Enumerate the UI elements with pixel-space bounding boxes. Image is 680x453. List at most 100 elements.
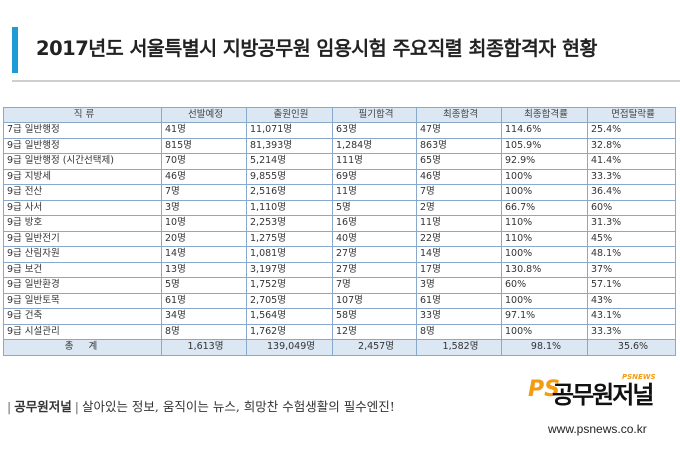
table-cell: 111명 <box>332 153 417 170</box>
table-total-row: 총 계 1,613명 139,049명 2,457명 1,582명 98.1% … <box>3 339 676 356</box>
total-cell: 98.1% <box>501 339 588 356</box>
table-cell: 1,762명 <box>246 323 333 340</box>
table-row: 9급 보건 13명 3,197명 27명 17명 130.8% 37% <box>3 261 676 278</box>
table-cell: 3명 <box>416 277 502 294</box>
table-cell: 3,197명 <box>246 261 333 278</box>
table-cell: 66.7% <box>501 199 588 216</box>
table-cell: 11명 <box>416 215 502 232</box>
logo-ps-mark: PS <box>528 377 560 402</box>
table-row: 9급 시설관리 8명 1,762명 12명 8명 100% 33.3% <box>3 323 676 340</box>
table-cell: 9,855명 <box>246 168 333 185</box>
column-header: 최종합격률 <box>501 107 588 123</box>
header: 2017년도 서울특별시 지방공무원 임용시험 주요직렬 최종합격자 현황 <box>0 0 680 82</box>
table-cell: 48.1% <box>587 246 676 263</box>
table-cell: 100% <box>501 323 588 340</box>
table-cell: 14명 <box>161 246 247 263</box>
table-cell: 34명 <box>161 308 247 325</box>
table-cell: 33.3% <box>587 168 676 185</box>
total-cell: 139,049명 <box>246 339 333 356</box>
row-label-cell: 9급 일반행정 <box>3 137 162 154</box>
table-cell: 2,516명 <box>246 184 333 201</box>
table-row: 9급 일반전기 20명 1,275명 40명 22명 110% 45% <box>3 230 676 247</box>
row-label-cell: 9급 지방세 <box>3 168 162 185</box>
slogan-divider: | <box>7 399 12 414</box>
table-cell: 7명 <box>161 184 247 201</box>
row-label-cell: 9급 시설관리 <box>3 323 162 340</box>
table-cell: 46명 <box>161 168 247 185</box>
row-label-cell: 7급 일반행정 <box>3 122 162 139</box>
table-cell: 46명 <box>416 168 502 185</box>
table-row: 9급 일반환경 5명 1,752명 7명 3명 60% 57.1% <box>3 277 676 294</box>
column-header: 출원인원 <box>246 107 333 123</box>
table-cell: 97.1% <box>501 308 588 325</box>
table-cell: 65명 <box>416 153 502 170</box>
table-cell: 11,071명 <box>246 122 333 139</box>
column-header: 선발예정 <box>161 107 247 123</box>
table-header-row: 직 류 선발예정 출원인원 필기합격 최종합격 최종합격률 면접탈락률 <box>3 107 676 123</box>
total-cell: 1,613명 <box>161 339 247 356</box>
table-cell: 45% <box>587 230 676 247</box>
table-cell: 5명 <box>161 277 247 294</box>
column-header: 직 류 <box>3 107 162 123</box>
column-header: 면접탈락률 <box>587 107 676 123</box>
table-cell: 61명 <box>416 292 502 309</box>
table-cell: 1,564명 <box>246 308 333 325</box>
table-cell: 13명 <box>161 261 247 278</box>
table-cell: 27명 <box>332 261 417 278</box>
table-cell: 60% <box>587 199 676 216</box>
row-label-cell: 9급 일반행정 (시간선택제) <box>3 153 162 170</box>
table-cell: 43.1% <box>587 308 676 325</box>
table-cell: 16명 <box>332 215 417 232</box>
table-cell: 114.6% <box>501 122 588 139</box>
table-cell: 1,752명 <box>246 277 333 294</box>
row-label-cell: 9급 건축 <box>3 308 162 325</box>
row-label-cell: 9급 일반전기 <box>3 230 162 247</box>
table-cell: 22명 <box>416 230 502 247</box>
table-row: 9급 일반행정 815명 81,393명 1,284명 863명 105.9% 32.8% <box>3 137 676 154</box>
table-cell: 31.3% <box>587 215 676 232</box>
page-title: 2017년도 서울특별시 지방공무원 임용시험 주요직렬 최종합격자 현황 <box>36 37 597 60</box>
table-cell: 12명 <box>332 323 417 340</box>
table-cell: 11명 <box>332 184 417 201</box>
table-cell: 130.8% <box>501 261 588 278</box>
table-row: 9급 전산 7명 2,516명 11명 7명 100% 36.4% <box>3 184 676 201</box>
total-cell: 2,457명 <box>332 339 417 356</box>
table-cell: 815명 <box>161 137 247 154</box>
table-cell: 1,275명 <box>246 230 333 247</box>
table-cell: 3명 <box>161 199 247 216</box>
title-accent-bar <box>12 27 18 73</box>
table-cell: 8명 <box>161 323 247 340</box>
table-cell: 63명 <box>332 122 417 139</box>
table-cell: 7명 <box>416 184 502 201</box>
table-cell: 110% <box>501 215 588 232</box>
table-cell: 17명 <box>416 261 502 278</box>
table-cell: 20명 <box>161 230 247 247</box>
slogan-divider: | <box>74 399 79 414</box>
table-cell: 1,110명 <box>246 199 333 216</box>
slogan-brand: 공무원저널 <box>14 399 72 414</box>
header-divider <box>12 80 680 82</box>
table-cell: 105.9% <box>501 137 588 154</box>
table-row: 9급 방호 10명 2,253명 16명 11명 110% 31.3% <box>3 215 676 232</box>
table-cell: 100% <box>501 246 588 263</box>
row-label-cell: 9급 일반환경 <box>3 277 162 294</box>
table-cell: 36.4% <box>587 184 676 201</box>
table-cell: 2,705명 <box>246 292 333 309</box>
row-label-cell: 9급 일반토목 <box>3 292 162 309</box>
table-cell: 47명 <box>416 122 502 139</box>
table-cell: 33명 <box>416 308 502 325</box>
table-cell: 110% <box>501 230 588 247</box>
column-header: 최종합격 <box>416 107 502 123</box>
logo-subtext: PSNEWS <box>622 373 656 381</box>
table-cell: 2,253명 <box>246 215 333 232</box>
table-cell: 61명 <box>161 292 247 309</box>
footer-slogan: | 공무원저널 | 살아있는 정보, 움직이는 뉴스, 희망찬 수험생활의 필수엔진! <box>4 396 395 415</box>
table-cell: 10명 <box>161 215 247 232</box>
row-label-cell: 9급 사서 <box>3 199 162 216</box>
table-row: 9급 일반행정 (시간선택제) 70명 5,214명 111명 65명 92.9% 41.4… <box>3 153 676 170</box>
table-cell: 1,284명 <box>332 137 417 154</box>
table-row: 9급 사서 3명 1,110명 5명 2명 66.7% 60% <box>3 199 676 216</box>
table-cell: 100% <box>501 168 588 185</box>
table-cell: 40명 <box>332 230 417 247</box>
table-cell: 41.4% <box>587 153 676 170</box>
